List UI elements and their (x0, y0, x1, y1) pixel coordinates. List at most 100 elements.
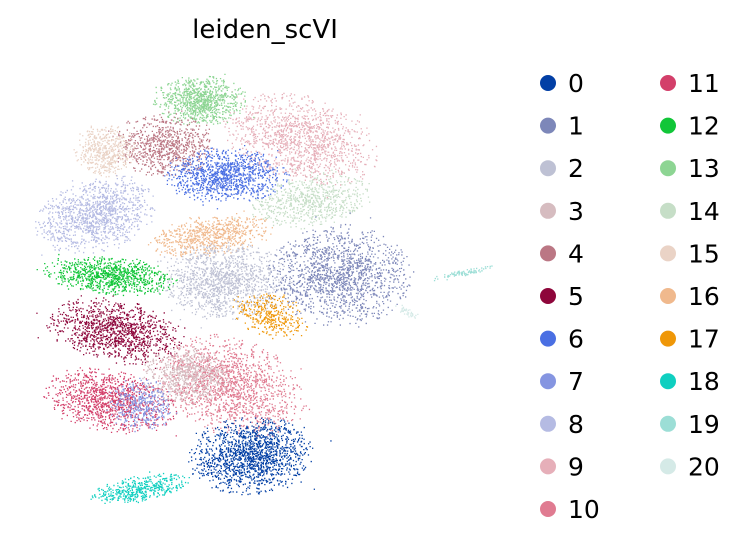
cluster-points-1 (267, 212, 415, 328)
cluster-points-4 (108, 110, 215, 177)
legend-marker-12 (660, 117, 676, 134)
cluster-points-6 (164, 145, 290, 210)
cluster-dots-11 (43, 367, 178, 437)
legend-label-7: 7 (568, 367, 584, 396)
legend-item-5: 5 (540, 282, 584, 311)
legend-item-11: 11 (660, 69, 720, 98)
legend-item-7: 7 (540, 367, 584, 396)
legend-marker-5 (540, 288, 556, 304)
cluster-dots-15 (73, 125, 139, 178)
cluster-points-3 (142, 342, 230, 406)
cluster-points-13 (152, 73, 255, 126)
legend-label-16: 16 (688, 282, 720, 311)
cluster-dots-19 (433, 265, 493, 282)
cluster-dots-14 (234, 168, 371, 230)
scatter-points (35, 73, 493, 504)
cluster-points-9 (223, 91, 378, 199)
legend-marker-9 (540, 458, 556, 475)
legend-item-0: 0 (540, 69, 584, 98)
legend-item-20: 20 (660, 452, 720, 481)
legend-label-4: 4 (568, 239, 584, 268)
legend-label-6: 6 (568, 325, 584, 354)
legend-label-14: 14 (688, 197, 720, 226)
cluster-dots-5 (36, 295, 186, 369)
chart-title: leiden_scVI (192, 15, 338, 45)
cluster-points-5 (36, 295, 186, 369)
legend-item-17: 17 (660, 325, 720, 354)
cluster-points-17 (232, 293, 309, 340)
cluster-points-2 (157, 241, 294, 329)
legend-marker-17 (660, 330, 676, 347)
legend-item-18: 18 (660, 367, 720, 396)
cluster-points-19 (433, 265, 493, 282)
cluster-points-11 (43, 367, 178, 437)
legend-marker-7 (540, 373, 556, 390)
cluster-points-16 (147, 210, 273, 260)
legend-marker-15 (660, 245, 676, 262)
cluster-points-18 (90, 471, 190, 504)
cluster-points-20 (395, 304, 419, 319)
legend-marker-16 (660, 288, 676, 304)
legend-marker-4 (540, 245, 556, 262)
legend-label-20: 20 (688, 452, 720, 481)
cluster-dots-20 (395, 304, 419, 319)
cluster-dots-12 (36, 253, 178, 297)
legend-marker-13 (660, 160, 676, 177)
cluster-dots-8 (35, 175, 156, 256)
legend-item-9: 9 (540, 452, 584, 481)
legend-label-3: 3 (568, 197, 584, 226)
cluster-dots-9 (223, 91, 378, 199)
legend-item-16: 16 (660, 282, 720, 311)
legend-item-1: 1 (540, 112, 584, 141)
legend-label-17: 17 (688, 325, 720, 354)
legend-item-3: 3 (540, 197, 584, 226)
cluster-dots-18 (90, 471, 190, 504)
legend-item-13: 13 (660, 154, 720, 183)
cluster-points-14 (234, 168, 371, 230)
cluster-dots-6 (164, 145, 290, 210)
cluster-points-10 (143, 333, 311, 437)
legend-marker-2 (540, 160, 556, 177)
legend-marker-14 (660, 202, 676, 219)
cluster-points-0 (188, 417, 332, 496)
cluster-dots-17 (232, 293, 309, 340)
legend-label-12: 12 (688, 112, 720, 141)
legend-marker-19 (660, 415, 676, 432)
legend-item-4: 4 (540, 239, 584, 268)
legend-label-2: 2 (568, 154, 584, 183)
legend-marker-1 (540, 117, 556, 134)
cluster-dots-16 (147, 210, 273, 260)
cluster-dots-3 (142, 342, 230, 406)
legend-label-13: 13 (688, 154, 720, 183)
cluster-dots-1 (267, 212, 415, 328)
legend-marker-3 (540, 202, 556, 219)
legend-item-8: 8 (540, 410, 584, 439)
legend-label-15: 15 (688, 239, 720, 268)
legend-item-6: 6 (540, 325, 584, 354)
cluster-dots-4 (108, 110, 215, 177)
cluster-points-8 (35, 175, 156, 256)
legend-label-5: 5 (568, 282, 584, 311)
legend-marker-8 (540, 415, 556, 432)
cluster-dots-7 (106, 377, 178, 433)
legend-label-8: 8 (568, 410, 584, 439)
legend-item-19: 19 (660, 410, 720, 439)
legend-marker-20 (660, 458, 676, 475)
cluster-dots-13 (152, 73, 255, 126)
legend-marker-10 (540, 501, 556, 517)
cluster-dots-0 (188, 417, 332, 496)
legend-label-1: 1 (568, 112, 584, 141)
legend-item-12: 12 (660, 112, 720, 141)
legend-label-19: 19 (688, 410, 720, 439)
legend-marker-6 (540, 330, 556, 347)
legend-label-9: 9 (568, 452, 584, 481)
cluster-dots-10 (143, 333, 311, 437)
legend-marker-0 (540, 75, 556, 91)
legend-item-2: 2 (540, 154, 584, 183)
cluster-points-7 (106, 377, 178, 433)
legend-item-15: 15 (660, 239, 720, 268)
cluster-points-15 (73, 125, 139, 178)
legend-item-14: 14 (660, 197, 720, 226)
